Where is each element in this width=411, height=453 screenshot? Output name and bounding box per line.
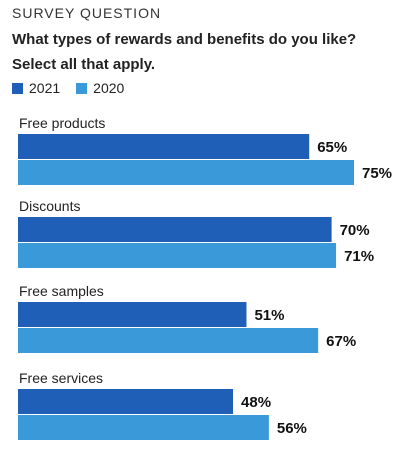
bar-free-products-2020 [18,160,354,185]
bar-free-samples-2021 [18,302,247,327]
category-label-free-samples: Free samples [19,283,104,299]
value-label-discounts-2021: 70% [340,222,370,239]
legend: 2021 2020 [12,80,124,96]
value-label-free-products-2020: 75% [362,165,392,182]
legend-swatch-2020 [76,82,88,94]
value-label-free-samples-2020: 67% [326,333,356,350]
legend-swatch-2021 [12,82,23,94]
bar-discounts-2020 [18,243,337,268]
value-label-free-services-2020: 56% [277,420,307,437]
legend-item-2020: 2020 [76,80,124,96]
bar-discounts-2021 [18,217,332,242]
category-label-discounts: Discounts [19,198,80,214]
legend-label-2021: 2021 [29,80,61,96]
survey-kicker: SURVEY QUESTION [12,5,162,21]
legend-label-2020: 2020 [93,80,125,96]
value-label-free-products-2021: 65% [317,139,347,156]
question-title: What types of rewards and benefits do yo… [12,31,357,73]
legend-item-2021: 2021 [12,80,60,96]
value-label-discounts-2020: 71% [344,248,374,265]
value-label-free-services-2021: 48% [241,394,271,411]
value-label-free-samples-2021: 51% [254,307,284,324]
category-label-free-products: Free products [19,115,105,131]
category-label-free-services: Free services [19,370,103,386]
bar-free-products-2021 [18,134,310,159]
bar-free-services-2021 [18,389,234,414]
bar-free-samples-2020 [18,328,319,353]
bar-free-services-2020 [18,415,269,440]
